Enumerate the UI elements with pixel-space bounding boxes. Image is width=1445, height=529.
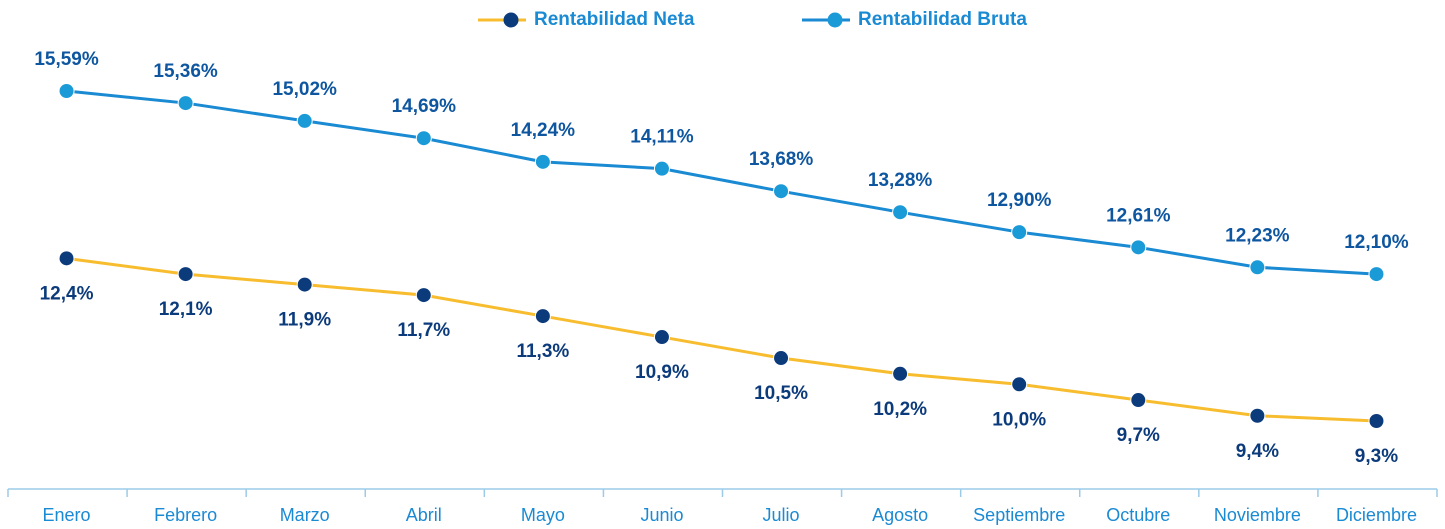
marker [653,160,670,177]
data-label: 10,2% [873,399,927,420]
data-label: 15,02% [272,79,337,100]
data-label: 11,3% [516,341,569,362]
legend-label: Rentabilidad Neta [534,9,695,30]
series-line [66,256,1377,423]
data-label: 15,36% [153,61,218,82]
data-label: 12,4% [40,283,94,304]
x-tick-label: Febrero [154,505,217,525]
series-line [66,89,1377,276]
marker [1368,266,1385,283]
data-label: 12,61% [1106,205,1171,226]
marker [58,83,75,99]
marker [892,204,909,221]
marker [1011,376,1028,393]
data-label: 14,11% [630,127,693,148]
marker [296,276,313,293]
marker [1249,259,1266,276]
data-label: 9,4% [1236,441,1279,462]
legend-marker [503,12,519,28]
marker [1130,239,1147,256]
x-tick-label: Enero [43,505,91,525]
data-label: 9,3% [1355,446,1398,467]
data-label: 12,1% [159,299,213,320]
data-label: 11,9% [278,310,331,331]
data-label: 9,7% [1117,425,1160,446]
x-tick-label: Marzo [280,505,330,525]
x-tick-label: Agosto [872,505,928,525]
data-label: 14,24% [511,120,576,141]
data-label: 13,68% [749,149,814,170]
x-tick-label: Septiembre [973,505,1065,525]
marker [58,250,75,267]
data-label: 11,7% [397,320,450,341]
data-label: 10,0% [992,409,1046,430]
marker [892,365,909,382]
x-tick-label: Noviembre [1214,505,1301,525]
data-label: 15,59% [34,49,99,70]
x-tick-label: Octubre [1106,505,1170,525]
marker [1011,224,1028,241]
x-tick-label: Mayo [521,505,565,525]
legend-marker [827,12,843,28]
marker [177,266,194,283]
marker [773,350,790,367]
x-tick-label: Abril [406,505,442,525]
marker [773,183,790,200]
data-label: 12,90% [987,190,1052,211]
marker [653,329,670,346]
marker [415,130,432,147]
data-label: 10,9% [635,362,689,383]
marker [296,112,313,129]
legend-label: Rentabilidad Bruta [858,9,1027,30]
marker [534,153,551,170]
marker [415,287,432,304]
marker [1249,407,1266,424]
data-label: 12,10% [1344,232,1409,253]
marker [1368,413,1385,429]
x-tick-label: Julio [763,505,800,525]
marker [534,308,551,325]
marker [177,95,194,112]
data-label: 10,5% [754,383,808,404]
x-tick-label: Junio [640,505,683,525]
marker [1130,392,1147,409]
x-tick-label: Diciembre [1336,505,1417,525]
data-label: 13,28% [868,170,933,191]
data-label: 12,23% [1225,225,1290,246]
data-label: 14,69% [392,96,457,117]
